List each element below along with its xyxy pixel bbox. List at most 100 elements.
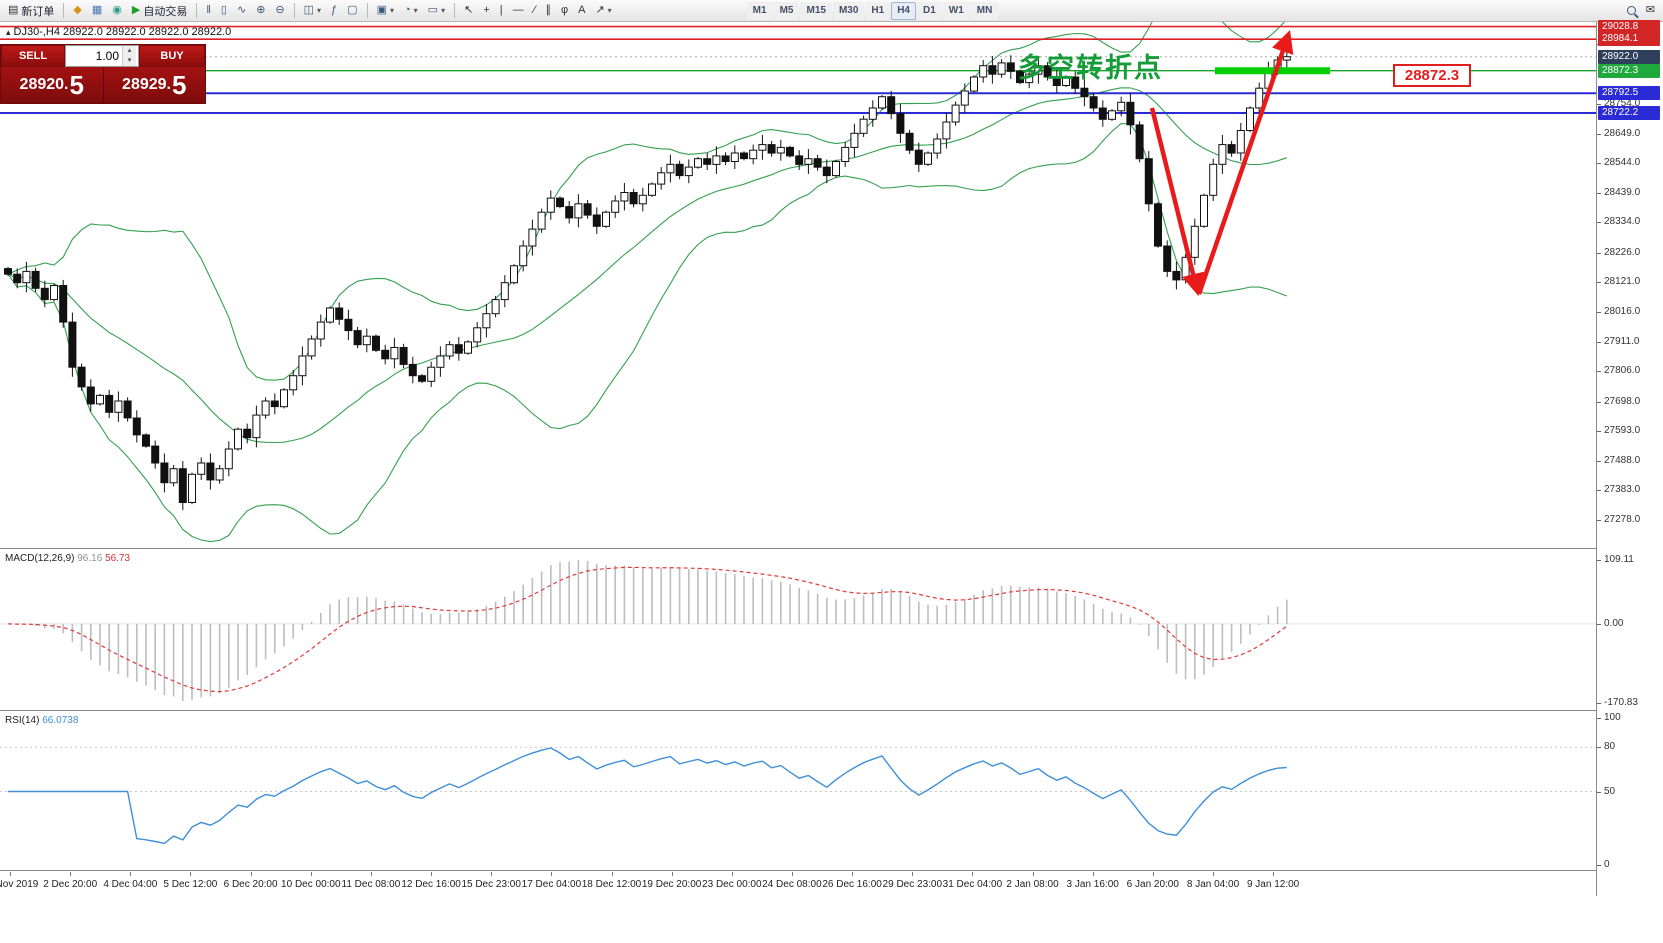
buy-price-big-digit: 5	[171, 70, 187, 100]
trade-panel-prices: 28920. 5 28929. 5	[1, 67, 205, 103]
community-icon: ◉	[112, 4, 122, 16]
timeframe-h4-button[interactable]: H4	[891, 1, 916, 20]
price-tick: 28226.0	[1596, 247, 1641, 258]
bar-chart-icon: ‖	[206, 4, 211, 16]
trendline-tool-button[interactable]: ∕	[529, 1, 541, 21]
period-button[interactable]: ◔ ▾	[399, 1, 423, 21]
crosshair-tool-button[interactable]: +	[478, 1, 494, 21]
timeframe-w1-button[interactable]: W1	[942, 1, 970, 20]
price-callout-label: 28872.3	[1393, 64, 1471, 87]
metaquotes-button[interactable]: ◆	[68, 1, 86, 21]
timeframe-h1-button[interactable]: H1	[865, 1, 891, 20]
volume-up-button[interactable]: ▴	[123, 46, 136, 56]
timeframe-m15-button[interactable]: M15	[800, 1, 832, 20]
macd-pane[interactable]: MACD(12,26,9) 96.16 56.73	[0, 550, 1596, 711]
price-tick: 27593.0	[1596, 425, 1641, 436]
price-line-badge: 28722.2	[1598, 106, 1660, 120]
price-axis[interactable]: 28967.028754.028649.028544.028439.028334…	[1596, 20, 1663, 896]
vertical-line-tool-button[interactable]: |	[495, 1, 508, 21]
objects-button[interactable]: ▢	[342, 1, 362, 21]
time-label: 23 Dec 00:00	[702, 879, 762, 890]
time-tick	[731, 872, 733, 876]
horizontal-line-icon: ―	[512, 4, 524, 16]
cursor-tool-button[interactable]: ↖	[459, 1, 478, 21]
time-label: 6 Dec 20:00	[223, 879, 278, 890]
messages-button[interactable]: ✉	[1641, 1, 1660, 21]
candlestick-icon: ▯	[220, 4, 227, 16]
candlestick-chart[interactable]	[0, 22, 1596, 549]
time-label: 10 Dec 00:00	[281, 879, 341, 890]
chevron-down-icon: ▾	[317, 6, 322, 15]
line-chart-button[interactable]: ∿	[232, 1, 251, 21]
arrows-tool-button[interactable]: ↗ ▾	[590, 1, 616, 21]
toolbar-separator	[293, 3, 295, 18]
buy-price[interactable]: 28929. 5	[104, 67, 206, 103]
time-label: 29 Nov 2019	[0, 879, 39, 890]
timeframe-m30-button[interactable]: M30	[832, 1, 865, 20]
rsi-value: 66.0738	[42, 715, 79, 726]
time-label: 31 Dec 04:00	[942, 879, 1003, 890]
metaquotes-icon: ◆	[73, 4, 82, 16]
price-tick: 28544.0	[1596, 157, 1641, 168]
sell-price[interactable]: 28920. 5	[1, 67, 104, 103]
new-order-button[interactable]: ▤ 新订单	[3, 1, 59, 21]
text-tool-button[interactable]: A	[573, 1, 590, 21]
collapse-triangle-icon[interactable]: ▴	[6, 27, 11, 37]
objects-icon: ▢	[347, 4, 358, 16]
new-chart-button[interactable]: ◫ ▾	[299, 1, 326, 21]
price-chart-pane[interactable]: ▴ DJ30-,H4 28922.0 28922.0 28922.0 28922.…	[0, 22, 1596, 549]
chevron-down-icon: ▾	[441, 6, 446, 15]
chart-profile-button[interactable]: ▦	[87, 1, 107, 21]
zoom-out-icon: ⊖	[275, 4, 285, 16]
symbol-header: ▴ DJ30-,H4 28922.0 28922.0 28922.0 28922.…	[6, 26, 231, 38]
price-tick: 28649.0	[1596, 128, 1641, 139]
rsi-pane[interactable]: RSI(14) 66.0738	[0, 712, 1596, 871]
indicators-button[interactable]: ƒ	[326, 1, 342, 21]
time-label: 24 Dec 08:00	[762, 879, 822, 890]
candlestick-chart-button[interactable]: ▯	[216, 1, 232, 21]
price-tick: 27383.0	[1596, 484, 1641, 495]
toolbar: ▤ 新订单 ◆ ▦ ◉ ▶ 自动交易 ‖ ▯ ∿ ⊕ ⊖	[0, 0, 1663, 22]
time-label: 26 Dec 16:00	[822, 879, 882, 890]
timeframe-m1-button[interactable]: M1	[746, 1, 773, 20]
timeframe-mn-button[interactable]: MN	[970, 1, 999, 20]
buy-button[interactable]: BUY	[139, 45, 205, 67]
autotrading-button[interactable]: ▶ 自动交易	[127, 1, 192, 21]
windows-button[interactable]: ▣ ▾	[372, 1, 399, 21]
price-tick: 28334.0	[1596, 216, 1641, 227]
time-axis[interactable]: 29 Nov 2019 2 Dec 20:00 4 Dec 04:00 5 Dec 1…	[0, 872, 1596, 896]
current-price-badge: 28922.0	[1598, 50, 1660, 64]
bar-chart-button[interactable]: ‖	[201, 1, 216, 21]
rsi-name: RSI(14)	[5, 715, 40, 726]
volume-spinner: ▴ ▾	[122, 46, 136, 66]
time-tick	[972, 872, 974, 876]
time-tick	[250, 872, 252, 876]
time-tick	[912, 872, 914, 876]
timeframe-d1-button[interactable]: D1	[916, 1, 942, 20]
snapshot-icon: ▭	[427, 4, 439, 16]
horizontal-line-tool-button[interactable]: ―	[508, 1, 529, 21]
time-tick	[791, 872, 793, 876]
snapshot-button[interactable]: ▭ ▾	[423, 1, 450, 21]
price-line-badge: 28792.5	[1598, 86, 1660, 100]
price-tick: 28439.0	[1596, 187, 1641, 198]
channel-tool-button[interactable]: ∥	[540, 1, 556, 21]
search-button[interactable]	[1622, 1, 1641, 21]
zoom-in-button[interactable]: ⊕	[251, 1, 270, 21]
time-tick	[1213, 872, 1214, 876]
new-order-label: 新订单	[21, 5, 55, 18]
autotrading-play-icon: ▶	[131, 4, 141, 16]
volume-input[interactable]	[66, 46, 122, 66]
volume-down-button[interactable]: ▾	[123, 56, 136, 66]
time-tick	[310, 872, 312, 876]
volume-field: ▴ ▾	[65, 45, 139, 67]
sell-button[interactable]: SELL	[1, 45, 65, 67]
fibonacci-tool-button[interactable]: φ	[556, 1, 573, 21]
zoom-out-button[interactable]: ⊖	[270, 1, 289, 21]
rsi-chart	[0, 746, 1596, 845]
fibonacci-icon: φ	[560, 4, 569, 16]
macd-chart	[0, 560, 1596, 701]
community-button[interactable]: ◉	[107, 1, 127, 21]
timeframe-m5-button[interactable]: M5	[773, 1, 800, 20]
time-label: 18 Dec 12:00	[581, 879, 642, 890]
